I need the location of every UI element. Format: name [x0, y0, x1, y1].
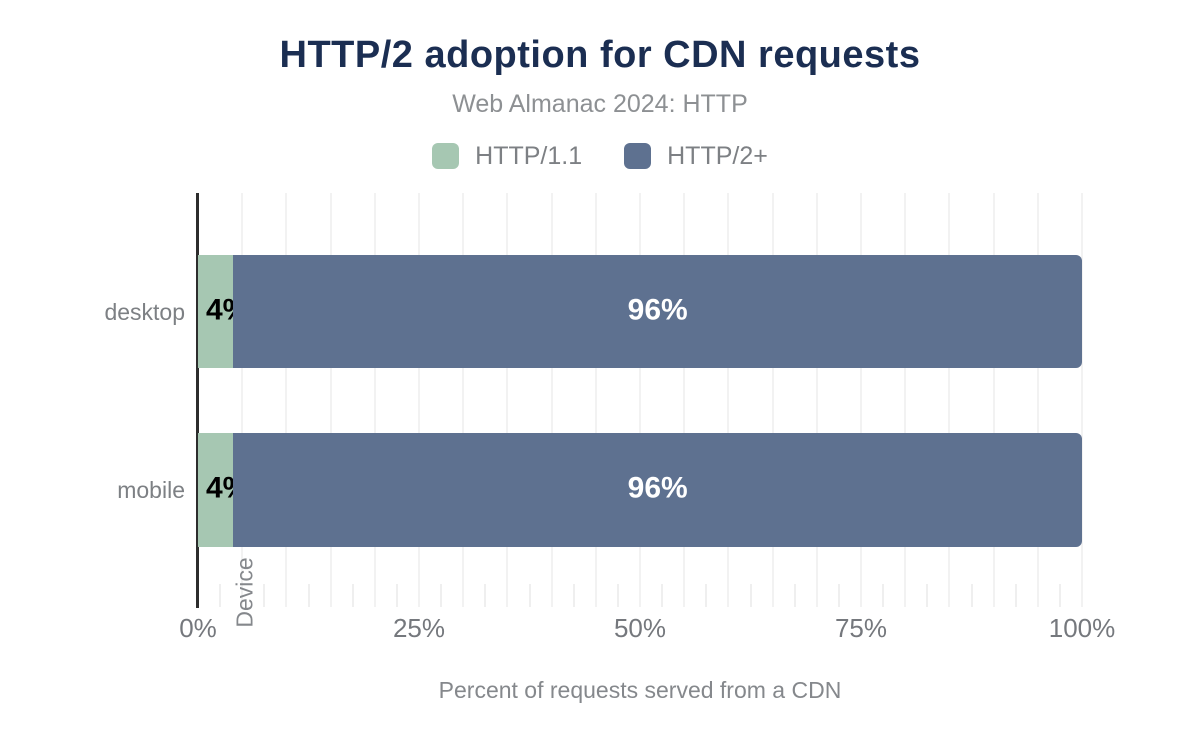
minor-tick — [661, 584, 664, 607]
gridline — [373, 193, 376, 607]
legend-swatch-http2-icon — [624, 143, 652, 169]
gridline — [948, 193, 951, 607]
minor-tick — [749, 584, 752, 607]
minor-tick — [616, 584, 619, 607]
minor-tick — [837, 584, 840, 607]
gridline — [992, 193, 995, 607]
gridline — [727, 193, 730, 607]
x-tick-label-0: 0% — [179, 613, 217, 643]
minor-tick — [528, 584, 531, 607]
gridline — [550, 193, 553, 607]
legend-item-http2[interactable]: HTTP/2+ — [624, 142, 768, 171]
bar-value-label: 96% — [627, 471, 688, 505]
x-tick-label-50: 50% — [613, 613, 667, 643]
bar-row-desktop: 4% 96% — [198, 255, 1082, 368]
y-category-label-mobile: mobile — [117, 477, 185, 503]
x-tick-label-25: 25% — [392, 613, 446, 643]
gridline — [771, 193, 774, 607]
minor-tick — [970, 584, 973, 607]
gridline — [815, 193, 818, 607]
gridline — [594, 193, 597, 607]
gridline — [683, 193, 686, 607]
legend-swatch-http11-icon — [432, 143, 460, 169]
minor-tick — [572, 584, 575, 607]
gridline — [329, 193, 332, 607]
bar-segment-mobile-http2: 96% — [233, 433, 1082, 547]
bar-segment-desktop-http11: 4% — [198, 255, 249, 368]
minor-tick — [351, 584, 354, 607]
legend-item-http11[interactable]: HTTP/1.1 — [432, 142, 582, 171]
plot-area: 4% 96% 4% 96% Device — [196, 193, 1083, 628]
gridline — [1081, 193, 1083, 607]
bar-segment-mobile-http11: 4% — [198, 433, 249, 547]
legend-label-http2: HTTP/2+ — [667, 141, 768, 170]
minor-tick — [882, 584, 885, 607]
minor-tick — [263, 584, 266, 607]
legend: HTTP/1.1 HTTP/2+ — [0, 140, 1200, 172]
minor-tick — [1014, 584, 1017, 607]
x-tick-label-100: 100% — [1048, 613, 1116, 643]
minor-tick — [1058, 584, 1061, 607]
minor-tick — [926, 584, 929, 607]
y-category-label-desktop: desktop — [104, 298, 185, 325]
x-axis-title: Percent of requests served from a CDN — [438, 677, 842, 703]
gridline — [860, 193, 862, 607]
gridline — [241, 193, 244, 607]
minor-tick — [793, 584, 796, 607]
gridline — [904, 193, 907, 607]
legend-label-http11: HTTP/1.1 — [475, 141, 583, 170]
gridline — [418, 193, 420, 607]
gridline — [639, 193, 641, 607]
minor-tick — [484, 584, 487, 607]
bar-row-mobile: 4% 96% — [198, 433, 1082, 547]
bar-value-label: 96% — [627, 293, 688, 327]
gridline — [506, 193, 509, 607]
minor-tick — [705, 584, 708, 607]
bar-segment-desktop-http2: 96% — [233, 255, 1082, 368]
minor-tick — [440, 584, 443, 607]
y-axis-line — [196, 193, 199, 608]
gridline — [1036, 193, 1039, 607]
chart-title: HTTP/2 adoption for CDN requests — [279, 34, 921, 76]
gridline — [285, 193, 288, 607]
chart-subtitle: Web Almanac 2024: HTTP — [452, 90, 748, 118]
minor-tick — [307, 584, 310, 607]
gridline — [462, 193, 465, 607]
minor-tick — [219, 584, 222, 607]
minor-tick — [395, 584, 398, 607]
x-tick-label-75: 75% — [834, 613, 888, 643]
